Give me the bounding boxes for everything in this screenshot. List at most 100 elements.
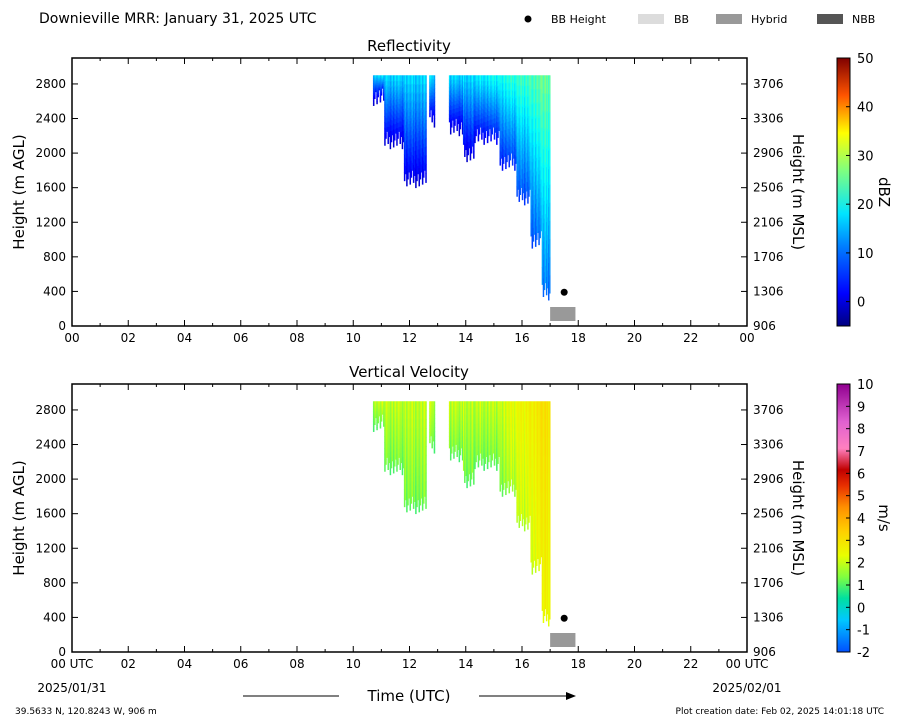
precip-cell	[486, 137, 489, 144]
precip-cell	[485, 401, 488, 407]
precip-cell	[469, 131, 472, 140]
precip-cell	[537, 153, 539, 168]
precip-cell	[467, 101, 469, 109]
precip-cell	[421, 492, 424, 502]
precip-cell	[402, 434, 405, 441]
precip-cell	[492, 414, 495, 419]
precip-cell	[544, 470, 547, 489]
precip-cell	[486, 80, 489, 87]
precip-cell	[475, 130, 477, 137]
precip-cell	[416, 454, 418, 464]
precip-cell	[519, 105, 522, 116]
precip-cell	[549, 510, 551, 529]
precip-cell	[477, 445, 480, 451]
precip-cell	[449, 85, 452, 91]
precip-cell	[548, 131, 550, 151]
precip-cell	[464, 435, 466, 443]
precip-cell	[402, 86, 405, 93]
precip-cell	[387, 452, 389, 459]
precip-cell	[504, 149, 506, 157]
precip-cell	[494, 84, 497, 90]
precip-cell	[528, 105, 530, 117]
precip-cell	[534, 175, 537, 190]
precip-cell	[430, 427, 432, 431]
precip-cell	[415, 112, 417, 123]
precip-cell	[469, 443, 472, 452]
precip-cell	[397, 427, 399, 434]
precip-cell	[449, 450, 452, 456]
precip-cell	[537, 140, 539, 155]
precip-cell	[453, 108, 455, 114]
precip-cell	[448, 432, 451, 437]
precip-cell	[530, 481, 532, 496]
precip-cell	[409, 84, 412, 94]
precip-cell	[430, 415, 432, 419]
x-tick-label: 18	[571, 331, 586, 345]
precip-cell	[515, 467, 517, 476]
precip-cell	[377, 417, 379, 420]
precip-cell	[517, 401, 519, 412]
precip-cell	[545, 565, 548, 585]
precip-cell	[465, 463, 467, 470]
precip-cell	[499, 408, 502, 417]
precip-cell	[528, 176, 530, 187]
legend-label-3: NBB	[852, 13, 875, 26]
precip-cell	[478, 129, 481, 135]
precip-cell	[519, 154, 522, 166]
precip-cell	[500, 130, 503, 138]
precip-cell	[421, 120, 424, 131]
precip-cell	[514, 401, 516, 410]
precip-cell	[425, 419, 427, 429]
precip-cell	[457, 75, 460, 80]
precip-cell	[388, 426, 391, 433]
precip-cell	[387, 406, 389, 414]
precip-cell	[372, 90, 375, 94]
precip-cell	[491, 455, 493, 461]
precip-cell	[531, 458, 534, 474]
precip-cell	[532, 415, 535, 430]
precip-cell	[412, 428, 415, 438]
precip-cell	[409, 147, 412, 158]
precip-cell	[542, 112, 545, 132]
precip-cell	[455, 412, 457, 417]
precip-cell	[375, 87, 377, 90]
precip-cell	[510, 120, 513, 128]
precip-cell	[528, 115, 530, 127]
precip-cell	[482, 113, 484, 119]
precip-cell	[403, 119, 406, 129]
precip-cell	[389, 425, 392, 433]
precip-cell	[449, 129, 452, 135]
precip-cell	[494, 448, 497, 454]
precip-cell	[421, 93, 424, 103]
precip-cell	[464, 129, 466, 137]
precip-cell	[533, 168, 536, 182]
precip-cell	[520, 485, 523, 496]
precip-cell	[546, 234, 549, 253]
precip-cell	[541, 75, 544, 94]
precip-cell	[499, 461, 502, 470]
precip-cell	[465, 93, 467, 101]
precip-cell	[505, 98, 507, 107]
precip-cell	[527, 454, 529, 466]
precip-cell	[528, 411, 530, 422]
precip-cell	[510, 94, 513, 102]
precip-cell	[380, 404, 383, 407]
precip-cell	[545, 203, 548, 223]
precip-cell	[431, 118, 433, 123]
colorbar-tick-label: 9	[857, 400, 865, 415]
precip-cell	[494, 103, 497, 109]
precip-cell	[468, 99, 471, 106]
precip-cell	[461, 401, 464, 407]
precip-cell	[509, 131, 512, 140]
precip-cell	[410, 401, 413, 411]
precip-cell	[383, 79, 385, 82]
precip-cell	[410, 100, 413, 110]
precip-cell	[496, 430, 498, 437]
precip-cell	[376, 401, 378, 405]
precip-cell	[412, 137, 415, 148]
precip-cell	[406, 401, 408, 411]
precip-cell	[400, 411, 403, 418]
precip-cell	[475, 401, 477, 407]
precip-cell	[449, 411, 452, 417]
precip-cell	[525, 493, 527, 504]
